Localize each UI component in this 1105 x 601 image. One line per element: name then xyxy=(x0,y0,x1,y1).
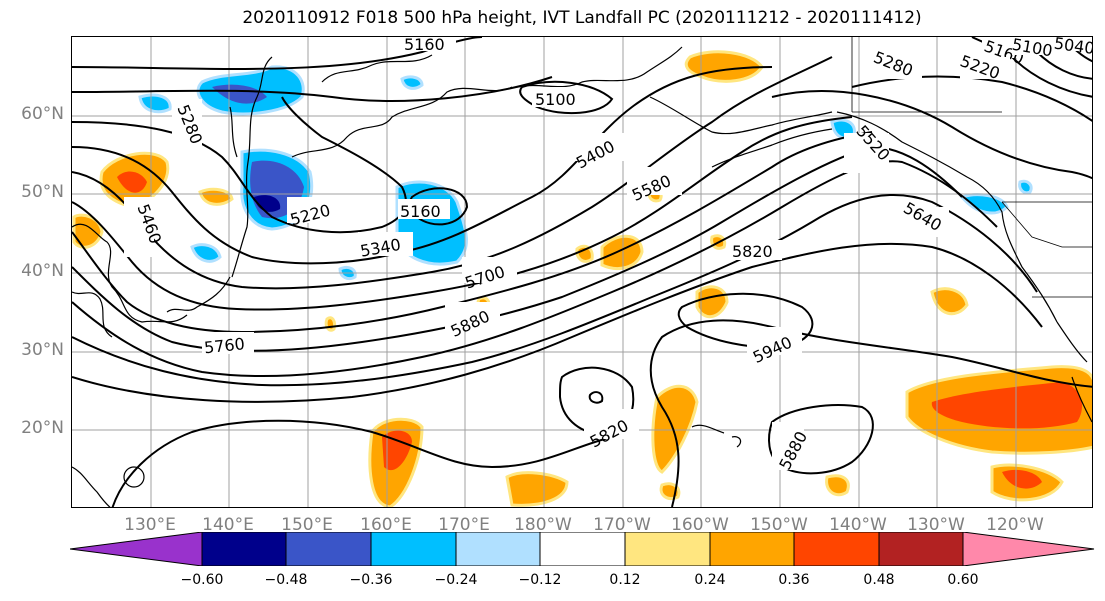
lat-label-50n: 50°N xyxy=(21,182,64,202)
colorbar-segment xyxy=(793,532,880,566)
colorbar-tick: −0.60 xyxy=(180,572,224,588)
colorbar-tick: 0.24 xyxy=(694,572,726,588)
colorbar-tick: −0.36 xyxy=(349,572,393,588)
lat-label-30n: 30°N xyxy=(21,340,64,360)
colorbar-segment xyxy=(201,532,287,566)
colorbar-segment xyxy=(539,532,626,566)
colorbar-tick: 0.60 xyxy=(947,572,979,588)
contour-label-5160-c: 5160 xyxy=(400,202,441,221)
lat-label-40n: 40°N xyxy=(21,261,64,281)
lon-label-130e: 130°E xyxy=(124,515,176,535)
map-title: 2020110912 F018 500 hPa height, IVT Land… xyxy=(242,8,922,28)
colorbar-segment xyxy=(370,532,457,566)
map-panel: 5160 5100 5160 5100 5040 5280 5220 5280 … xyxy=(71,36,1093,508)
contour-label-5100-ne: 5100 xyxy=(1011,37,1054,60)
coastlines xyxy=(72,46,1092,507)
colorbar-tick: −0.12 xyxy=(518,572,562,588)
contour-label-5040-ne: 5040 xyxy=(1053,37,1093,58)
colorbar-segment xyxy=(455,532,541,566)
lon-label-130w: 130°W xyxy=(907,515,965,535)
graticule xyxy=(72,37,1092,507)
colorbar-segment xyxy=(709,532,795,566)
contour-label-5760: 5760 xyxy=(203,334,245,357)
colorbar-tick: −0.24 xyxy=(434,572,478,588)
colorbar-tick: −0.48 xyxy=(264,572,308,588)
contour-label-5100-ak: 5100 xyxy=(535,90,576,109)
lon-label-150w: 150°W xyxy=(750,515,808,535)
contour-label-5820-n: 5820 xyxy=(732,242,773,261)
lon-label-140e: 140°E xyxy=(202,515,254,535)
lon-label-160e: 160°E xyxy=(360,515,412,535)
colorbar-segment-above xyxy=(962,532,1095,566)
colorbar-segment-below xyxy=(70,532,203,566)
lon-label-170e: 170°E xyxy=(438,515,490,535)
colorbar xyxy=(70,532,1095,566)
colorbar-segment xyxy=(285,532,372,566)
map-canvas: 5160 5100 5160 5100 5040 5280 5220 5280 … xyxy=(72,37,1093,507)
lon-label-140w: 140°W xyxy=(829,515,887,535)
ivt-positive-shading xyxy=(72,50,1092,507)
lat-label-60n: 60°N xyxy=(21,104,64,124)
lon-label-170w: 170°W xyxy=(593,515,651,535)
lon-label-120w: 120°W xyxy=(986,515,1044,535)
colorbar-tick: 0.12 xyxy=(609,572,641,588)
colorbar-segment xyxy=(624,532,711,566)
colorbar-tick: 0.48 xyxy=(863,572,895,588)
colorbar-tick: 0.36 xyxy=(778,572,810,588)
lon-label-180w: 180°W xyxy=(514,515,572,535)
contour-label-5160-top: 5160 xyxy=(404,37,445,54)
lon-label-150e: 150°E xyxy=(281,515,333,535)
lat-label-20n: 20°N xyxy=(21,418,64,438)
lon-label-160w: 160°W xyxy=(671,515,729,535)
colorbar-segment xyxy=(878,532,964,566)
contour-labels: 5160 5100 5160 5100 5040 5280 5220 5280 … xyxy=(124,37,1093,473)
borders xyxy=(851,37,1092,298)
